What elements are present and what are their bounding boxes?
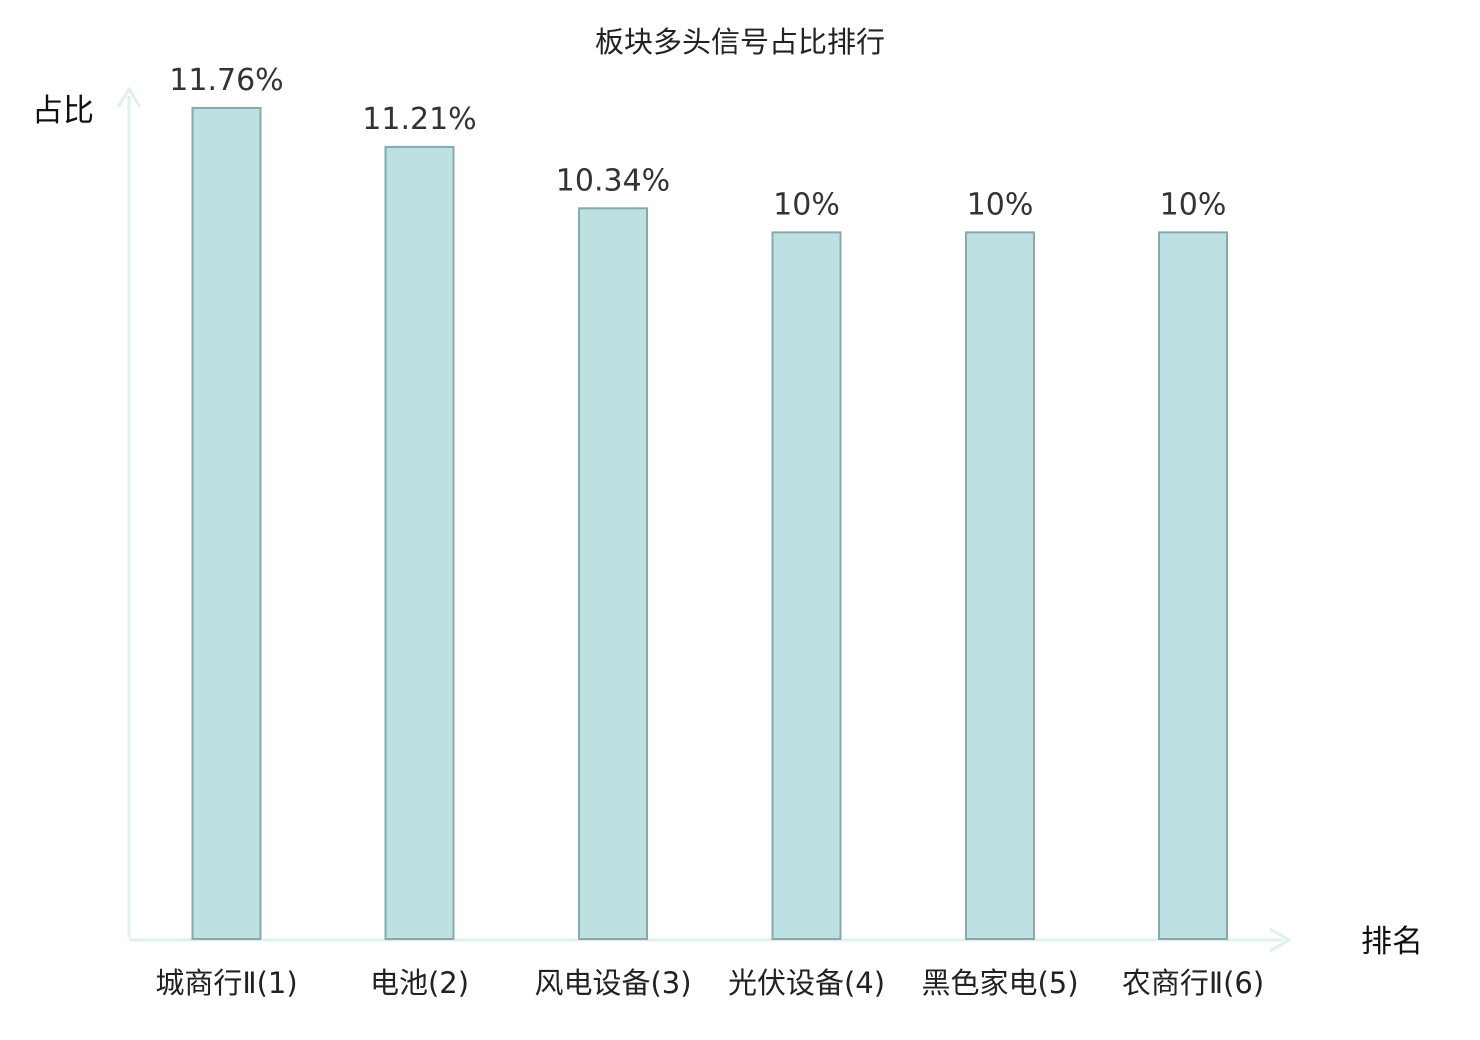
- x-tick-label: 农商行Ⅱ(6): [1122, 966, 1264, 1000]
- bar: [771, 231, 842, 940]
- y-axis-label: 占比: [32, 93, 94, 129]
- bar: [578, 207, 648, 941]
- y-axis-arrow-icon: [116, 86, 142, 108]
- value-label: 10.34%: [556, 163, 670, 198]
- x-tick-label: 黑色家电(5): [921, 966, 1078, 1000]
- bar: [1158, 231, 1228, 940]
- bar: [384, 145, 455, 940]
- value-label: 10%: [1160, 187, 1227, 222]
- x-tick-label: 城商行Ⅱ(1): [155, 966, 297, 1000]
- x-tick-label: 光伏设备(4): [728, 966, 885, 1000]
- x-axis-label: 排名: [1361, 924, 1423, 960]
- bar: [965, 231, 1035, 940]
- value-label: 10%: [967, 187, 1034, 222]
- value-label: 11.76%: [169, 63, 283, 98]
- value-label: 11.21%: [362, 102, 476, 137]
- x-tick-label: 电池(2): [370, 966, 469, 1000]
- value-label: 10%: [773, 187, 840, 222]
- bars: [191, 107, 1228, 941]
- bar: [191, 107, 262, 940]
- chart-title: 板块多头信号占比排行: [595, 25, 885, 59]
- x-axis-arrow-icon: [1269, 927, 1292, 953]
- value-labels: 11.76% 11.21% 10.34% 10% 10% 10%: [169, 63, 1226, 222]
- x-tick-labels: 城商行Ⅱ(1) 电池(2) 风电设备(3) 光伏设备(4) 黑色家电(5) 农商行Ⅱ(6): [155, 966, 1264, 1000]
- x-tick-label: 风电设备(3): [534, 966, 691, 1000]
